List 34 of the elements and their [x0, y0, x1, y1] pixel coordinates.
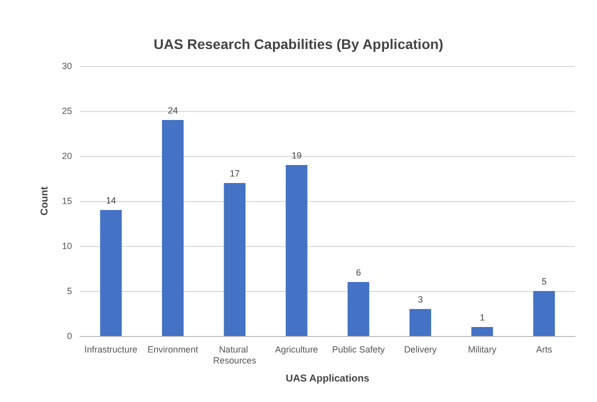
x-tick-label: Infrastructure — [84, 344, 138, 354]
data-label: 1 — [480, 312, 485, 322]
y-tick-label: 5 — [66, 286, 72, 296]
x-tick-label: Public Safety — [332, 344, 386, 354]
bar — [224, 183, 246, 336]
y-tick-label: 10 — [62, 241, 72, 251]
x-tick-label: Arts — [536, 344, 553, 354]
data-label: 14 — [106, 196, 116, 206]
y-tick-label: 25 — [62, 106, 72, 116]
x-axis-title: UAS Applications — [286, 374, 370, 384]
data-label: 19 — [292, 150, 302, 160]
bar — [100, 210, 122, 336]
x-tick-label: Delivery — [404, 344, 438, 354]
bar — [409, 309, 432, 336]
x-tick-label: Environment — [148, 344, 199, 354]
data-label: 5 — [542, 276, 547, 286]
y-tick-label: 15 — [62, 196, 72, 206]
x-tick-label: Agriculture — [275, 344, 318, 354]
data-label: 6 — [356, 268, 361, 278]
y-tick-label: 0 — [66, 331, 72, 341]
y-tick-label: 30 — [62, 61, 72, 71]
chart-title: UAS Research Capabilities (By Application) — [154, 36, 444, 52]
bar — [533, 291, 555, 336]
bar — [348, 282, 370, 336]
data-label: 17 — [230, 168, 240, 178]
data-label: 3 — [418, 294, 423, 304]
x-tick-label: Natural Resources — [213, 344, 257, 366]
x-tick-label: Military — [468, 344, 497, 354]
y-tick-label: 20 — [62, 151, 72, 161]
bar — [286, 165, 308, 336]
data-label: 24 — [168, 106, 178, 116]
y-axis-title: Count — [40, 186, 50, 216]
bar — [162, 120, 184, 336]
bar — [471, 327, 494, 336]
